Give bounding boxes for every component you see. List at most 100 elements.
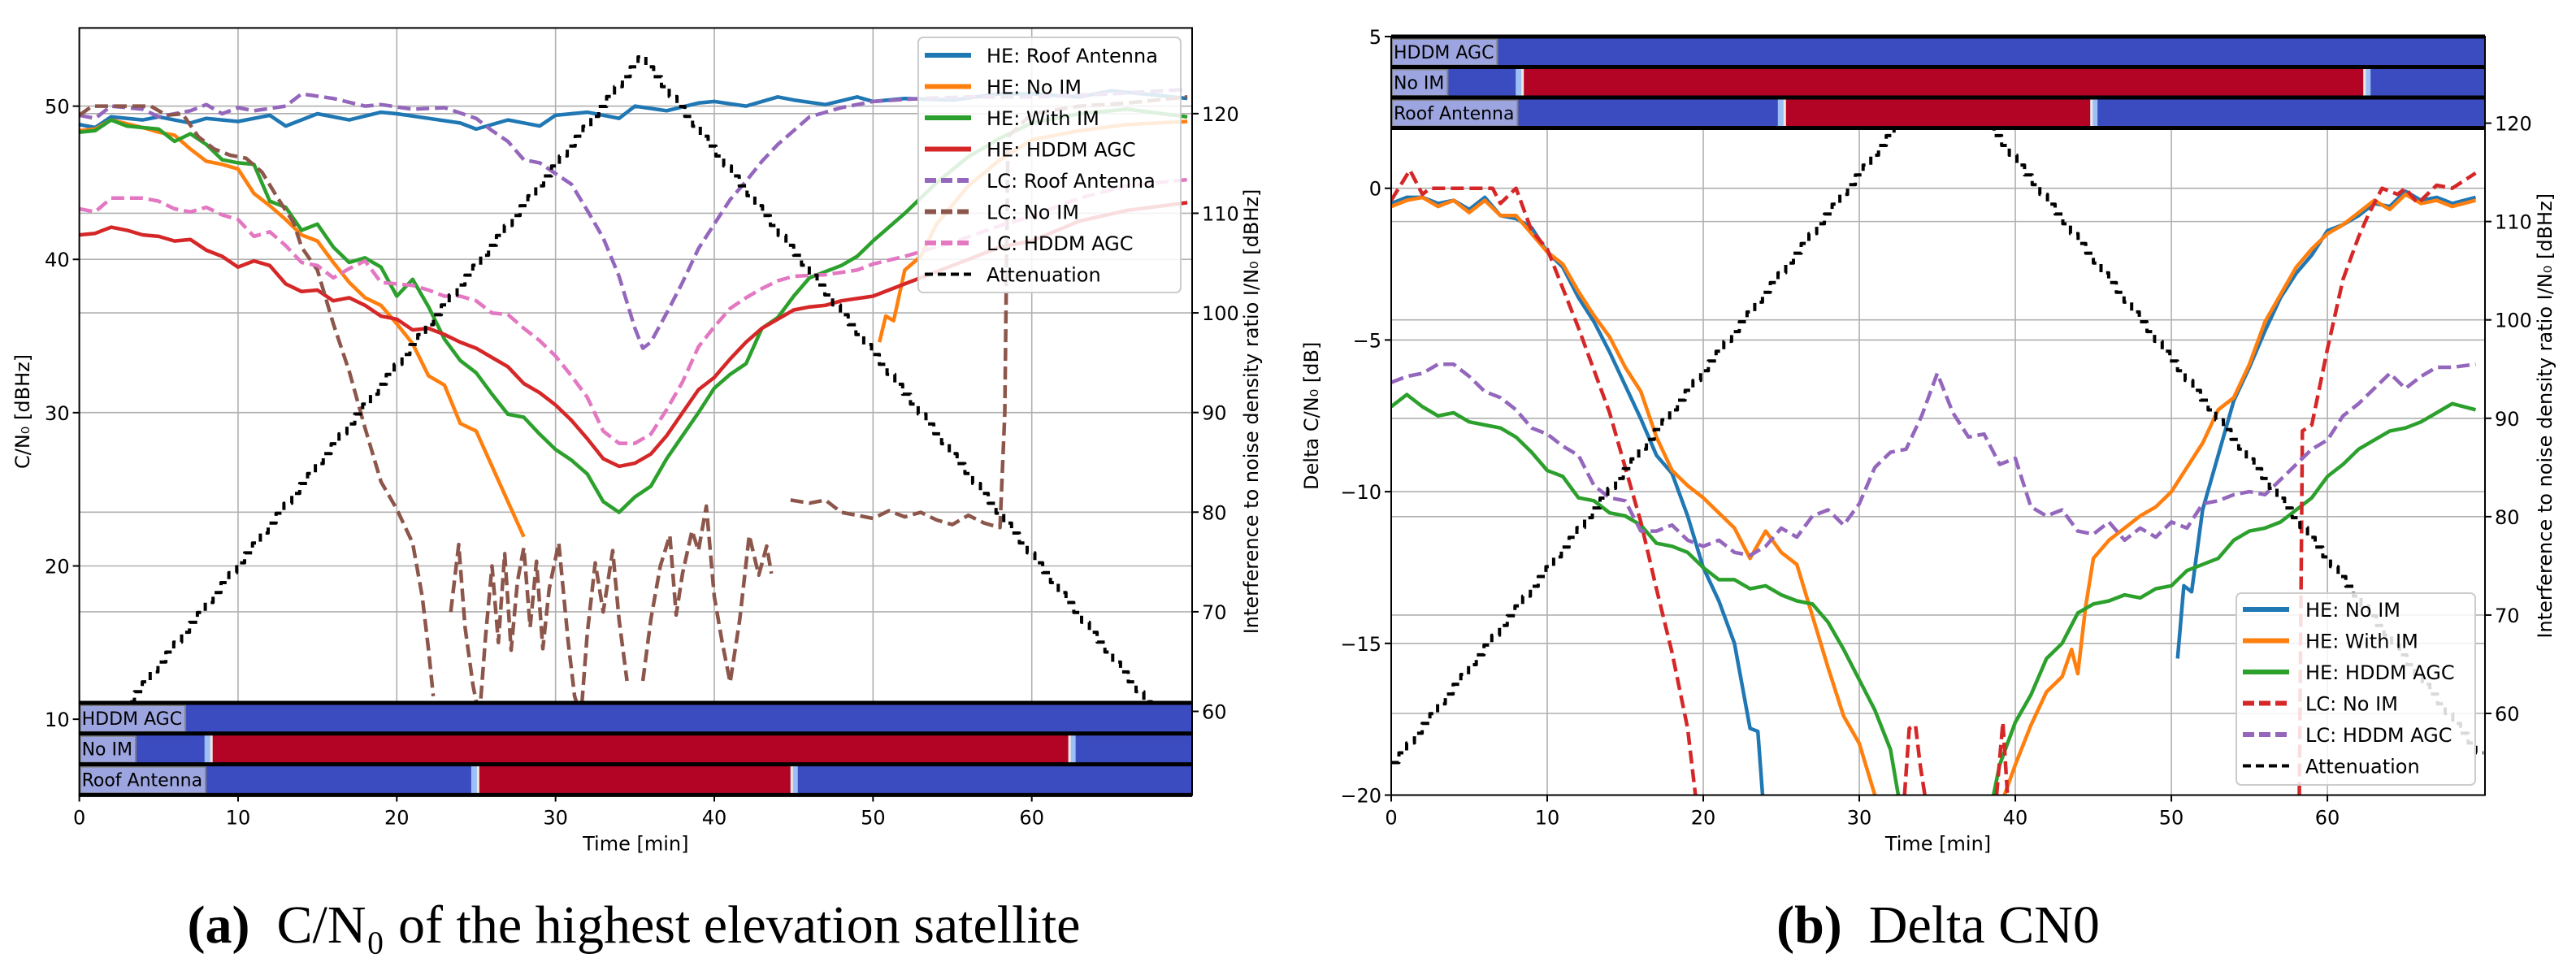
subfigure-caption: (a) C/N₀ of the highest elevation satell…: [188, 895, 1081, 955]
y-right-tick-label: 100: [2495, 310, 2532, 332]
x-tick-label: 10: [1535, 807, 1560, 830]
y-right-tick-label: 70: [2495, 605, 2520, 627]
status-bar-label: HDDM AGC: [82, 709, 182, 730]
status-bar-transition: [1516, 67, 1523, 98]
status-bar-row: HDDM AGC: [79, 703, 1193, 734]
x-tick-label: 20: [1691, 807, 1716, 830]
legend-label: LC: HDDM AGC: [2305, 724, 2452, 747]
status-bar-transition: [792, 764, 798, 795]
status-bar-transition: [1783, 98, 1787, 128]
legend-label: LC: Roof Antenna: [987, 170, 1156, 193]
y-tick-label: 20: [45, 555, 70, 578]
series-line-lc-no-im: [1391, 168, 2477, 795]
y-tick-label: 10: [45, 709, 70, 731]
y-right-tick-label: 90: [2495, 408, 2520, 431]
x-tick-label: 40: [2003, 807, 2028, 830]
x-tick-label: 30: [543, 807, 568, 830]
panel-a: HDDM AGC No IM Roof Antenna 0 10 20 30 40 50 60 10…: [11, 27, 1263, 955]
status-bar-row: HDDM AGC: [1391, 37, 2485, 67]
y-tick-label: 5: [1369, 26, 1381, 49]
axes-frame: [78, 27, 1194, 796]
status-bar-label-box: [79, 765, 207, 795]
legend: HE: Roof Antenna HE: No IM HE: With IM HE: …: [917, 37, 1182, 293]
status-bar-label-box: [1391, 38, 1498, 67]
status-bar-transition: [1777, 98, 1785, 128]
status-bar-label: Roof Antenna: [82, 771, 202, 791]
series-line-attenuation: [79, 55, 1190, 763]
caption-text: Delta CN0: [1869, 895, 2100, 955]
status-bar-label: HDDM AGC: [1394, 43, 1494, 63]
y-tick-label: 30: [45, 402, 70, 425]
x-axis-label: Time [min]: [1884, 833, 1991, 856]
series-line-lc-roof-antenna: [79, 87, 1188, 350]
x-tick-label: 10: [226, 807, 251, 830]
y-tick-label: −10: [1340, 481, 1381, 504]
legend-label: Attenuation: [987, 264, 1101, 287]
status-bar-ok: [1391, 37, 2485, 67]
status-bar-transition: [2092, 98, 2098, 128]
x-axis-label: Time [min]: [582, 833, 688, 856]
y-right-tick-label: 60: [2495, 703, 2520, 726]
status-bar-transition: [476, 764, 480, 795]
y-tick-label: −15: [1340, 633, 1381, 656]
caption-spacer: [250, 895, 277, 955]
status-bar-interference: [1785, 98, 2091, 128]
y-right-tick-label: 80: [1202, 501, 1227, 524]
y-tick-label: 0: [1369, 178, 1381, 201]
series-line-lc-hddm-agc: [1391, 362, 2476, 557]
series-line-he-hddm-agc: [1391, 392, 2477, 795]
x-tick-label: 60: [1019, 807, 1044, 830]
legend-box: [917, 37, 1182, 293]
status-bar-label: No IM: [82, 740, 132, 761]
legend-label: HE: No IM: [2305, 599, 2400, 622]
y-tick-label: 50: [45, 96, 70, 119]
status-bar-label-box: [79, 735, 137, 764]
subfigure-caption: (b) Delta CN0: [1776, 895, 2100, 955]
legend-label: HE: Roof Antenna: [987, 45, 1158, 67]
status-bar-label: Roof Antenna: [1394, 104, 1514, 124]
status-bar-transition: [210, 733, 214, 765]
y-tick-label: −5: [1353, 329, 1381, 352]
status-bar-transition: [2366, 67, 2371, 98]
y-right-axis-label: Interference to noise density ratio I/N₀…: [2534, 193, 2556, 639]
x-tick-label: 50: [861, 807, 886, 830]
caption-label: (b): [1776, 895, 1842, 955]
legend-label: HE: HDDM AGC: [2305, 661, 2455, 684]
legend-label: Attenuation: [2305, 756, 2420, 778]
status-bar-interference: [1524, 67, 2364, 98]
status-bar-interference: [479, 764, 791, 795]
y-right-tick-label: 90: [1202, 402, 1227, 425]
x-tick-label: 0: [1385, 807, 1397, 830]
y-right-tick-label: 120: [2495, 113, 2532, 136]
status-bar-interference: [212, 733, 1069, 765]
series-line-he-with-im: [1391, 192, 2477, 795]
y-right-tick-label: 110: [2495, 211, 2532, 234]
legend-label: LC: No IM: [987, 202, 1079, 224]
legend-box: [2236, 592, 2476, 786]
caption-label: (a): [188, 895, 250, 955]
legend-label: HE: With IM: [987, 107, 1099, 130]
series-line-he-with-im: [79, 107, 1188, 514]
y-tick-label: 40: [45, 249, 70, 271]
series-line-attenuation: [1391, 65, 2484, 765]
status-bar-label-box: [1391, 68, 1449, 97]
axes-frame: [1390, 36, 2486, 796]
status-bar-transition: [471, 764, 478, 795]
y-axis-label: Delta C/N₀ [dB]: [1300, 342, 1323, 490]
caption-spacer: [1842, 895, 1869, 955]
x-tick-label: 60: [2315, 807, 2340, 830]
series-group: [1391, 65, 2484, 795]
caption-text: C/N₀ of the highest elevation satellite: [277, 895, 1081, 955]
series-line-he-hddm-agc: [79, 201, 1188, 469]
x-tick-label: 0: [73, 807, 85, 830]
x-tick-label: 30: [1847, 807, 1872, 830]
status-bar-label: No IM: [1394, 73, 1444, 93]
y-axis-label: C/N₀ [dBHz]: [11, 354, 34, 469]
y-right-tick-label: 80: [2495, 506, 2520, 529]
legend: HE: No IM HE: With IM HE: HDDM AGC LC: No I…: [2236, 592, 2476, 786]
status-bar-transition: [1521, 67, 1525, 98]
y-right-tick-label: 100: [1202, 302, 1239, 325]
status-bar-transition: [2090, 98, 2094, 128]
